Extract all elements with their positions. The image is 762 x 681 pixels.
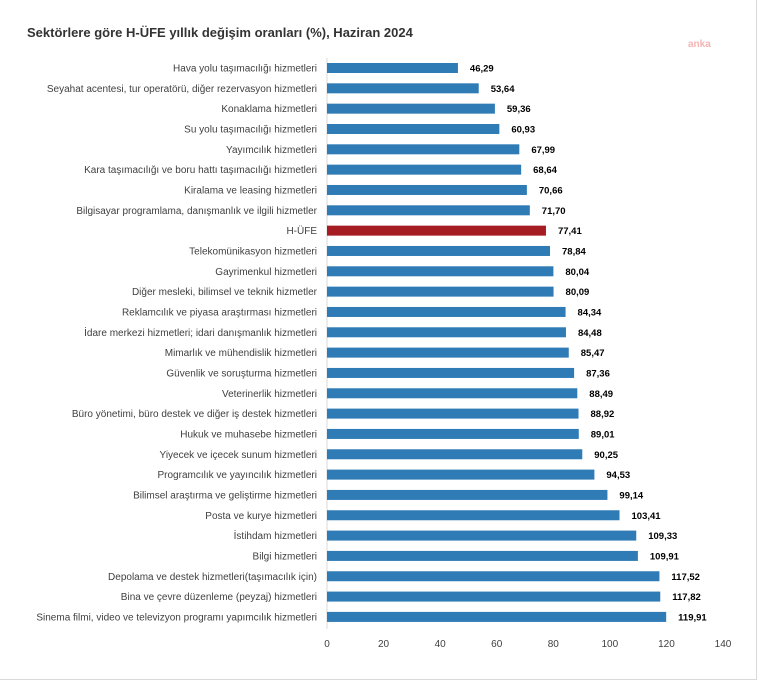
category-label: Bilimsel araştırma ve geliştirme hizmetl… [133, 490, 317, 501]
bar [327, 388, 578, 399]
data-label: 117,82 [672, 592, 701, 603]
data-label: 53,64 [491, 84, 515, 95]
bar [327, 347, 569, 358]
category-label: İstihdam hizmetleri [234, 529, 317, 542]
data-label: 89,01 [591, 429, 615, 440]
category-label: Hava yolu taşımacılığı hizmetleri [173, 64, 317, 75]
category-label: Posta ve kurye hizmetleri [205, 511, 317, 522]
bar [327, 510, 620, 521]
data-label: 109,33 [648, 531, 677, 542]
data-label: 109,91 [650, 551, 680, 562]
category-label: Bilgi hizmetleri [253, 551, 317, 562]
bar [327, 571, 660, 582]
x-tick-label: 80 [548, 639, 560, 650]
category-label: Bilgisayar programlama, danışmanlık ve i… [76, 206, 317, 217]
bar [327, 63, 458, 73]
data-label: 59,36 [507, 104, 531, 115]
x-tick-label: 140 [715, 639, 732, 650]
bar [327, 611, 667, 622]
data-label: 80,04 [565, 267, 589, 278]
bar [327, 550, 638, 561]
category-label: Konaklama hizmetleri [221, 104, 317, 115]
category-label: Sinema filmi, video ve televizyon progra… [36, 612, 317, 623]
data-label: 85,47 [581, 348, 605, 359]
bar [327, 266, 554, 277]
bar [327, 123, 500, 134]
bar [327, 164, 522, 175]
category-label: H-ÜFE [286, 225, 317, 237]
category-label: Güvenlik ve soruşturma hizmetleri [166, 368, 317, 379]
category-label: Yiyecek ve içecek sunum hizmetleri [160, 450, 317, 461]
data-label: 80,09 [566, 287, 590, 298]
data-label: 117,52 [671, 572, 700, 583]
data-label: 87,36 [586, 368, 610, 379]
category-label: Kara taşımacılığı ve boru hattı taşımacı… [84, 165, 317, 176]
data-label: 60,93 [511, 124, 535, 135]
category-label: Büro yönetimi, büro destek ve diğer iş d… [72, 409, 317, 420]
x-tick-label: 20 [378, 639, 390, 650]
data-label: 68,64 [533, 165, 557, 176]
category-label: İdare merkezi hizmetleri; idari danışman… [84, 326, 317, 339]
data-label: 67,99 [531, 145, 555, 156]
data-label: 103,41 [632, 511, 662, 522]
category-label: Telekomünikasyon hizmetleri [189, 246, 317, 257]
data-label: 71,70 [542, 206, 566, 217]
bar [327, 408, 579, 419]
category-label: Depolama ve destek hizmetleri(taşımacılı… [108, 572, 317, 583]
x-tick-label: 0 [324, 639, 330, 650]
category-label: Kiralama ve leasing hizmetleri [184, 185, 317, 196]
x-tick-label: 100 [602, 639, 619, 650]
chart-title: Sektörlere göre H-ÜFE yıllık değişim ora… [27, 25, 413, 40]
category-label: Su yolu taşımacılığı hizmetleri [184, 124, 317, 135]
data-label: 90,25 [594, 450, 618, 461]
data-label: 77,41 [558, 226, 582, 237]
watermark-logo: anka [688, 39, 711, 50]
data-label: 84,48 [578, 328, 602, 339]
bar [327, 83, 479, 94]
bar [327, 144, 520, 155]
bar [327, 103, 495, 114]
bar [327, 245, 551, 256]
bar [327, 205, 530, 216]
data-label: 88,49 [589, 389, 613, 400]
x-tick-label: 60 [491, 639, 503, 650]
data-label: 70,66 [539, 185, 563, 196]
data-label: 119,91 [678, 612, 707, 623]
bar [327, 428, 579, 439]
bar [327, 225, 546, 236]
bar [327, 367, 575, 378]
bar [327, 306, 566, 317]
x-tick-label: 40 [435, 639, 447, 650]
bar [327, 184, 527, 195]
category-label: Reklamcılık ve piyasa araştırması hizmet… [122, 307, 317, 318]
data-label: 84,34 [578, 307, 602, 318]
bar [327, 449, 583, 460]
category-label: Seyahat acentesi, tur operatörü, diğer r… [47, 84, 317, 95]
category-label: Programcılık ve yayıncılık hizmetleri [158, 470, 318, 481]
bar [327, 489, 608, 500]
category-label: Gayrimenkul hizmetleri [215, 267, 317, 278]
bar [327, 591, 661, 602]
category-label: Mimarlık ve mühendislik hizmetleri [165, 348, 317, 359]
category-label: Hukuk ve muhasebe hizmetleri [180, 429, 317, 440]
data-label: 78,84 [562, 246, 586, 257]
data-label: 46,29 [470, 64, 494, 75]
x-tick-label: 120 [658, 639, 675, 650]
category-label: Diğer mesleki, bilimsel ve teknik hizmet… [132, 287, 318, 298]
category-label: Veterinerlik hizmetleri [222, 389, 317, 400]
data-label: 99,14 [619, 490, 643, 501]
bar [327, 286, 554, 297]
category-label: Bina ve çevre düzenleme (peyzaj) hizmetl… [121, 592, 317, 603]
bar [327, 327, 566, 338]
data-label: 88,92 [591, 409, 615, 420]
bar [327, 469, 595, 480]
data-label: 94,53 [606, 470, 630, 481]
bar [327, 530, 637, 541]
category-label: Yayımcılık hizmetleri [226, 145, 317, 156]
